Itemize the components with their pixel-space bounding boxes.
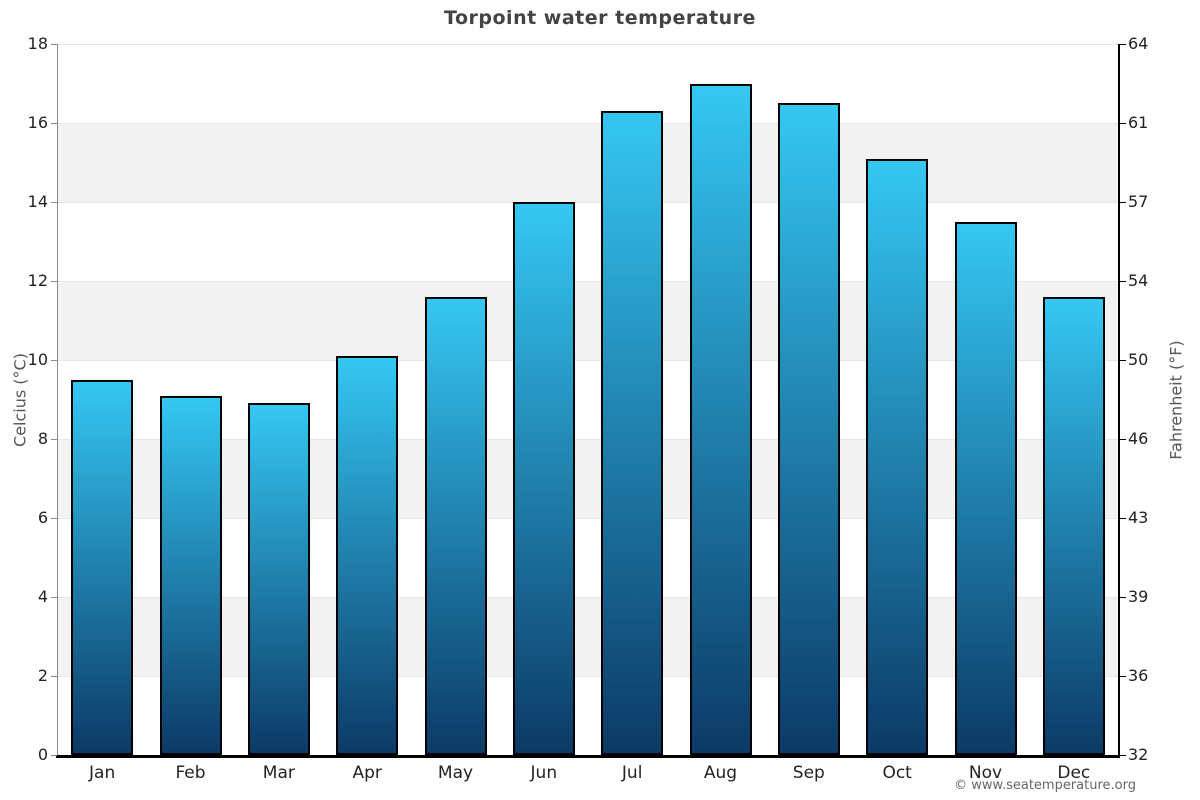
- bar-jun[interactable]: [512, 202, 575, 755]
- bar-aug[interactable]: [689, 83, 752, 755]
- bar-nov[interactable]: [954, 221, 1017, 755]
- y-tick-label-celsius: 2: [37, 666, 48, 685]
- y-tick-label-celsius: 0: [37, 745, 48, 764]
- tick-mark: [51, 597, 57, 598]
- y-tick-label-fahrenheit: 32: [1128, 745, 1149, 764]
- y-tick-label-celsius: 14: [27, 192, 48, 211]
- tick-mark: [51, 123, 57, 124]
- y-tick-label-celsius: 18: [27, 34, 48, 53]
- plot-band: [58, 597, 1118, 676]
- bar-oct[interactable]: [866, 158, 929, 755]
- bar-jul[interactable]: [601, 111, 664, 755]
- x-axis-label-jan: Jan: [89, 763, 116, 783]
- x-axis-label-jun: Jun: [530, 763, 558, 783]
- gridline: [58, 518, 1118, 519]
- x-axis-label-apr: Apr: [352, 763, 382, 783]
- y-tick-label-celsius: 4: [37, 587, 48, 606]
- x-axis-label-dec: Dec: [1057, 763, 1091, 783]
- bar-mar[interactable]: [247, 403, 310, 755]
- tick-mark: [51, 439, 57, 440]
- y-tick-label-celsius: 6: [37, 508, 48, 527]
- x-axis-label-feb: Feb: [175, 763, 206, 783]
- gridline: [58, 676, 1118, 677]
- y-tick-label-celsius: 8: [37, 429, 48, 448]
- tick-mark: [51, 755, 57, 756]
- bar-sep[interactable]: [777, 103, 840, 755]
- bar-may[interactable]: [424, 296, 487, 755]
- plot-band: [58, 281, 1118, 360]
- y-tick-label-fahrenheit: 36: [1128, 666, 1149, 685]
- plot-band: [58, 439, 1118, 518]
- x-axis-line: [56, 755, 1120, 758]
- tick-mark: [51, 360, 57, 361]
- tick-mark: [51, 202, 57, 203]
- y-tick-label-fahrenheit: 43: [1128, 508, 1149, 527]
- tick-mark: [1120, 360, 1126, 361]
- x-axis-label-sep: Sep: [792, 763, 825, 783]
- gridline: [58, 439, 1118, 440]
- bar-dec[interactable]: [1042, 296, 1105, 755]
- bar-feb[interactable]: [159, 395, 222, 755]
- y-tick-label-celsius: 10: [27, 350, 48, 369]
- tick-mark: [1120, 755, 1126, 756]
- gridline: [58, 202, 1118, 203]
- y-axis-line-left: [57, 44, 58, 755]
- tick-mark: [1120, 202, 1126, 203]
- x-axis-label-nov: Nov: [968, 763, 1003, 783]
- x-axis-label-may: May: [437, 763, 474, 783]
- gridline: [58, 597, 1118, 598]
- tick-mark: [1120, 676, 1126, 677]
- x-axis-label-aug: Aug: [703, 763, 738, 783]
- copyright-text: © www.seatemperature.org: [954, 778, 1136, 793]
- tick-mark: [1120, 518, 1126, 519]
- y-tick-label-fahrenheit: 54: [1128, 271, 1149, 290]
- gridline: [58, 360, 1118, 361]
- x-axis-label-oct: Oct: [882, 763, 912, 783]
- plot-band: [58, 123, 1118, 202]
- y-tick-label-fahrenheit: 46: [1128, 429, 1149, 448]
- plot-area: [58, 44, 1118, 755]
- y-tick-label-fahrenheit: 39: [1128, 587, 1149, 606]
- y-tick-label-celsius: 16: [27, 113, 48, 132]
- tick-mark: [1120, 281, 1126, 282]
- y-axis-line-right: [1118, 44, 1120, 755]
- tick-mark: [1120, 597, 1126, 598]
- tick-mark: [51, 281, 57, 282]
- y-tick-label-fahrenheit: 61: [1128, 113, 1149, 132]
- tick-mark: [51, 676, 57, 677]
- bar-jan[interactable]: [71, 379, 134, 755]
- y-tick-label-celsius: 12: [27, 271, 48, 290]
- tick-mark: [51, 518, 57, 519]
- gridline: [58, 123, 1118, 124]
- gridline: [58, 44, 1118, 45]
- chart-title: Torpoint water temperature: [444, 7, 756, 29]
- tick-mark: [1120, 123, 1126, 124]
- y-tick-label-fahrenheit: 57: [1128, 192, 1149, 211]
- y-tick-label-fahrenheit: 50: [1128, 350, 1149, 369]
- tick-mark: [51, 44, 57, 45]
- gridline: [58, 281, 1118, 282]
- x-axis-label-jul: Jul: [621, 763, 643, 783]
- tick-mark: [1120, 439, 1126, 440]
- x-axis-label-mar: Mar: [262, 763, 295, 783]
- tick-mark: [1120, 44, 1126, 45]
- bar-apr[interactable]: [336, 356, 399, 755]
- y-tick-label-fahrenheit: 64: [1128, 34, 1149, 53]
